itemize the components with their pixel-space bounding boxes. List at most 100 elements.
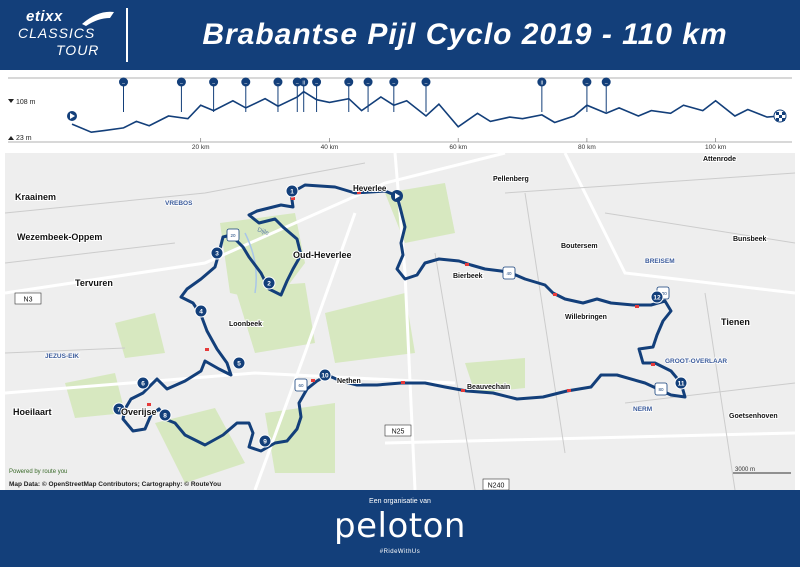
waypoint-label: 10: [321, 373, 329, 380]
climb-marker-label: –: [586, 81, 589, 87]
elevation-profile: 108 m 23 m – – – – – – II – – – – – II – – 20 km 40 km 6…: [8, 77, 792, 151]
road-shield: [14, 292, 42, 305]
climb-marker[interactable]: [344, 77, 354, 87]
town-label-goetsenhoven: Goetsenhoven: [729, 413, 778, 420]
town-label-beauvechain: Beauvechain: [467, 384, 510, 391]
waypoint-label: 9: [263, 439, 267, 446]
town-label-boutersem: Boutersem: [561, 243, 598, 250]
footer-bar: Een organisatie van peloton #RideWithUs: [0, 490, 800, 567]
min-elevation-icon: [8, 136, 14, 140]
climb-marker-label: –: [277, 81, 280, 87]
cyclist-icon: [82, 11, 114, 26]
waypoint-marker-1[interactable]: [285, 184, 299, 198]
town-label-hoeilaart: Hoeilaart: [13, 407, 52, 417]
town-label-willebringen: Willebringen: [565, 314, 607, 321]
road-label: N240: [488, 483, 505, 490]
waypoint-marker-7[interactable]: [112, 402, 126, 416]
climb-marker-label: –: [315, 81, 318, 87]
profile-x-tick-label: 40 km: [321, 144, 339, 151]
climb-marker[interactable]: [292, 77, 302, 87]
waypoint-marker-11[interactable]: [674, 376, 688, 390]
waypoint-marker-3[interactable]: [210, 246, 224, 260]
climb-marker-label: –: [212, 81, 215, 87]
max-elevation-icon: [8, 99, 14, 103]
town-label-nethen: Nethen: [337, 378, 361, 385]
town-label-wezembeek: Wezembeek-Oppem: [17, 232, 102, 242]
waypoint-marker-10[interactable]: [318, 368, 332, 382]
km-marker-label: 80: [658, 387, 664, 392]
climb-marker[interactable]: [118, 77, 128, 87]
profile-x-tick-label: 100 km: [705, 144, 726, 151]
profile-x-tick-label: 80 km: [578, 144, 596, 151]
climb-marker[interactable]: [421, 77, 431, 87]
profile-x-tick-label: 60 km: [449, 144, 467, 151]
climb-marker[interactable]: [582, 77, 592, 87]
climb-marker-label: –: [425, 81, 428, 87]
waypoint-label: 2: [267, 281, 271, 288]
town-label-overijse: Overijse: [121, 407, 157, 417]
climb-marker[interactable]: [389, 77, 399, 87]
waypoint-marker-4[interactable]: [194, 304, 208, 318]
waypoint-label: 3: [215, 251, 219, 258]
road-shield: [482, 478, 510, 490]
climb-marker-label: II: [540, 81, 543, 87]
km-marker: [294, 378, 308, 392]
footer-tagline: Een organisatie van: [369, 498, 431, 505]
climb-marker-label: –: [605, 81, 608, 87]
climb-marker[interactable]: [363, 77, 373, 87]
km-marker: [502, 266, 516, 280]
route-warning-markers: [147, 191, 655, 406]
forest-areas: [65, 183, 525, 483]
climb-marker[interactable]: [312, 77, 322, 87]
profile-y-max-label: 108 m: [16, 99, 36, 106]
climb-marker-label: –: [244, 81, 247, 87]
climb-marker-label: II: [302, 81, 305, 87]
climb-marker[interactable]: [601, 77, 611, 87]
powered-by-routeyou: Powered by route you: [9, 469, 67, 475]
town-label-oud-heverlee: Oud-Heverlee: [293, 250, 352, 260]
town-label-tienen: Tienen: [721, 317, 750, 327]
etixx-classics-tour-logo: etixx CLASSICS TOUR: [8, 6, 120, 64]
minor-roads: [5, 162, 795, 490]
town-label-attenrode: Attenrode: [703, 156, 736, 163]
climb-marker[interactable]: [209, 77, 219, 87]
region-label-jezus-eik: JEZUS-EIK: [45, 353, 79, 360]
km-marker: [654, 382, 668, 396]
town-label-bunsbeek: Bunsbeek: [733, 236, 767, 243]
climb-marker[interactable]: [299, 77, 309, 87]
map-attribution: Map Data: © OpenStreetMap Contributors; …: [9, 480, 221, 488]
climb-marker[interactable]: [537, 77, 547, 87]
region-label-groot-overlaar: GROOT-OVERLAAR: [665, 358, 727, 365]
waypoint-marker-9[interactable]: [258, 434, 272, 448]
waypoint-marker-8[interactable]: [158, 408, 172, 422]
town-label-heverlee: Heverlee: [353, 184, 387, 193]
elevation-line: [71, 90, 781, 134]
waypoint-marker-2[interactable]: [262, 276, 276, 290]
km-marker: [226, 228, 240, 242]
town-label-pellenberg: Pellenberg: [493, 176, 529, 183]
climb-marker-label: –: [122, 81, 125, 87]
road-label: N3: [24, 297, 33, 304]
page-title: Brabantse Pijl Cyclo 2019 - 110 km: [202, 18, 728, 51]
logo-etixx-text: etixx: [26, 8, 63, 25]
header-bar: etixx CLASSICS TOUR Brabantse Pijl Cyclo…: [0, 0, 800, 70]
play-icon: [70, 113, 75, 119]
waypoint-label: 6: [141, 381, 145, 388]
waypoint-marker-5[interactable]: [232, 356, 246, 370]
region-label-vrebos: VREBOS: [165, 200, 193, 207]
waypoint-label: 1: [290, 189, 294, 196]
town-label-tervuren: Tervuren: [75, 278, 113, 288]
waypoint-label: 7: [117, 407, 121, 414]
cycling-route[interactable]: [121, 183, 687, 453]
km-marker-label: 60: [298, 383, 304, 388]
waypoint-marker-6[interactable]: [136, 376, 150, 390]
km-marker-label: 40: [506, 271, 512, 276]
scale-label: 3000 m: [735, 467, 755, 473]
waypoint-marker-12[interactable]: [650, 290, 664, 304]
climb-marker[interactable]: [273, 77, 283, 87]
climb-marker-label: –: [367, 81, 370, 87]
climb-marker[interactable]: [176, 77, 186, 87]
climb-marker[interactable]: [241, 77, 251, 87]
town-label-kraainem: Kraainem: [15, 192, 56, 202]
